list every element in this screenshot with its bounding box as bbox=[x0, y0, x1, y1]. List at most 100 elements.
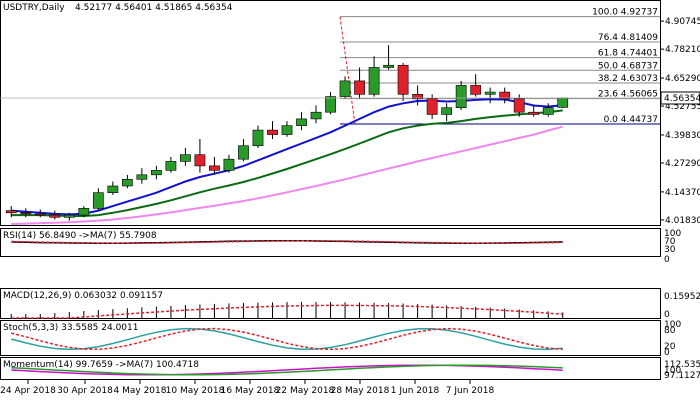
candle-body-1 bbox=[20, 212, 32, 215]
candle-body-6 bbox=[92, 192, 104, 209]
candle-body-7 bbox=[107, 185, 119, 193]
candle-body-30 bbox=[441, 107, 453, 115]
rsi-plot bbox=[11, 240, 563, 244]
fib-label-1: 76.4 4.81409 bbox=[598, 33, 658, 43]
x-tick-label-4: 16 May 2018 bbox=[221, 386, 280, 396]
header-symbol: USDTRY,Daily bbox=[3, 3, 65, 13]
candle-body-19 bbox=[281, 125, 293, 135]
momentum-tick-100: 100 bbox=[664, 366, 681, 376]
candle-body-8 bbox=[121, 178, 133, 187]
candle-body-33 bbox=[484, 91, 496, 95]
x-tick-label-2: 4 May 2018 bbox=[114, 386, 167, 396]
candle-body-18 bbox=[267, 129, 278, 135]
fib-label-3: 50.0 4.68737 bbox=[598, 61, 658, 71]
x-tick-label-7: 1 Jun 2018 bbox=[391, 386, 440, 396]
x-tick-label-0: 24 Apr 2018 bbox=[0, 386, 56, 396]
momentum-ma-line bbox=[11, 364, 563, 376]
y-tick-label-0: 4.90745 bbox=[665, 17, 700, 27]
moving-average-0 bbox=[11, 98, 563, 216]
candle-body-10 bbox=[151, 170, 162, 176]
candle-body-36 bbox=[528, 111, 540, 115]
main-pane bbox=[0, 0, 661, 226]
candle-body-4 bbox=[63, 214, 75, 218]
candle-body-37 bbox=[542, 107, 554, 115]
momentum-plot bbox=[11, 364, 563, 376]
macd-signal-line bbox=[11, 304, 563, 319]
candle-body-29 bbox=[426, 98, 438, 115]
stoch-plot bbox=[11, 327, 563, 351]
candle-body-25 bbox=[368, 67, 380, 95]
stoch-tick-100: 100 bbox=[664, 320, 681, 330]
candle-body-17 bbox=[252, 129, 264, 147]
stoch-d-line bbox=[11, 327, 563, 351]
current-price-label: 4.56354 bbox=[664, 94, 700, 104]
fib-label-6: 0.0 4.44737 bbox=[604, 115, 658, 125]
macd-pane bbox=[0, 288, 661, 319]
candle-body-26 bbox=[383, 64, 394, 68]
momentum-tick-min: 97.11279 bbox=[664, 371, 700, 381]
fib-label-5: 23.6 4.56065 bbox=[598, 90, 658, 100]
fib-label-2: 61.8 4.74401 bbox=[598, 49, 658, 59]
macd-tick-max: 0.159523 bbox=[664, 292, 700, 302]
stoch-pane bbox=[0, 320, 661, 356]
candle-body-35 bbox=[513, 98, 525, 113]
stoch-tick-80: 80 bbox=[664, 326, 676, 336]
candle-body-22 bbox=[325, 96, 336, 113]
momentum-line bbox=[11, 364, 563, 376]
candle-body-15 bbox=[223, 158, 235, 171]
candle-body-11 bbox=[165, 161, 177, 171]
rsi-tick-100: 100 bbox=[664, 229, 681, 239]
fib-trend-line bbox=[339, 16, 356, 125]
candle-body-5 bbox=[78, 208, 90, 216]
rsi-tick-30: 30 bbox=[664, 245, 676, 255]
candle-body-20 bbox=[296, 118, 307, 126]
candle-body-24 bbox=[354, 80, 365, 95]
fib-label-0: 100.0 4.92737 bbox=[592, 8, 658, 18]
y-axis: 4.90745 4.78210 4.65290 4.52755 4.39830 4.272… bbox=[660, 17, 700, 226]
candle-body-0 bbox=[5, 210, 17, 214]
x-tick-label-6: 28 May 2018 bbox=[331, 386, 390, 396]
stoch-tick-20: 20 bbox=[664, 342, 676, 352]
macd-plot bbox=[10, 302, 564, 319]
current-price-tag bbox=[660, 91, 700, 105]
macd-label: MACD(12,26,9) 0.063032 0.091157 bbox=[3, 291, 163, 301]
candle-body-31 bbox=[455, 85, 467, 109]
moving-average-2 bbox=[11, 125, 563, 225]
stoch-k-line bbox=[11, 327, 563, 351]
stoch-tick-0: 0 bbox=[664, 348, 670, 358]
candle-body-13 bbox=[194, 154, 206, 167]
y-tick-label-3: 4.52755 bbox=[665, 102, 700, 112]
y-tick-label-4: 4.39830 bbox=[665, 131, 700, 141]
candle-body-32 bbox=[470, 85, 482, 95]
fib-label-4: 38.2 4.63073 bbox=[598, 74, 658, 84]
rsi-label: RSI(14) 56.8490 ->MA(7) 55.7908 bbox=[3, 231, 157, 241]
candle-body-27 bbox=[397, 64, 409, 95]
x-tick-label-3: 10 May 2018 bbox=[166, 386, 225, 396]
candle-body-3 bbox=[49, 214, 61, 218]
candle-body-34 bbox=[499, 91, 511, 100]
y-tick-label-6: 4.14370 bbox=[665, 188, 700, 198]
y-tick-label-2: 4.65290 bbox=[665, 74, 700, 84]
candle-body-28 bbox=[412, 94, 423, 100]
candle-body-2 bbox=[34, 213, 46, 216]
stoch-label: Stoch(5,3,3) 33.5585 24.0011 bbox=[3, 323, 138, 333]
y-tick-label-5: 4.27290 bbox=[665, 159, 700, 169]
moving-average-1 bbox=[11, 109, 563, 217]
candle-body-9 bbox=[136, 174, 148, 180]
header-ohlc: 4.52177 4.56401 4.51865 4.56354 bbox=[75, 3, 233, 13]
momentum-label: Momentum(14) 99.7659 ->MA(7) 100.4718 bbox=[3, 360, 199, 370]
macd-tick-zero: 0 bbox=[664, 310, 670, 320]
y-tick-label-1: 4.78210 bbox=[665, 45, 700, 55]
momentum-pane bbox=[0, 357, 661, 380]
candle-body-16 bbox=[238, 145, 249, 160]
x-tick-label-1: 30 Apr 2018 bbox=[57, 386, 113, 396]
candle-body-12 bbox=[180, 154, 191, 162]
candle-body-23 bbox=[339, 80, 351, 97]
candle-body-14 bbox=[209, 165, 220, 171]
rsi-tick-0: 0 bbox=[664, 255, 670, 265]
candle-body-38 bbox=[557, 97, 569, 108]
rsi-ma-line bbox=[11, 240, 563, 244]
rsi-pane bbox=[0, 228, 661, 257]
candle-body-21 bbox=[310, 111, 322, 120]
